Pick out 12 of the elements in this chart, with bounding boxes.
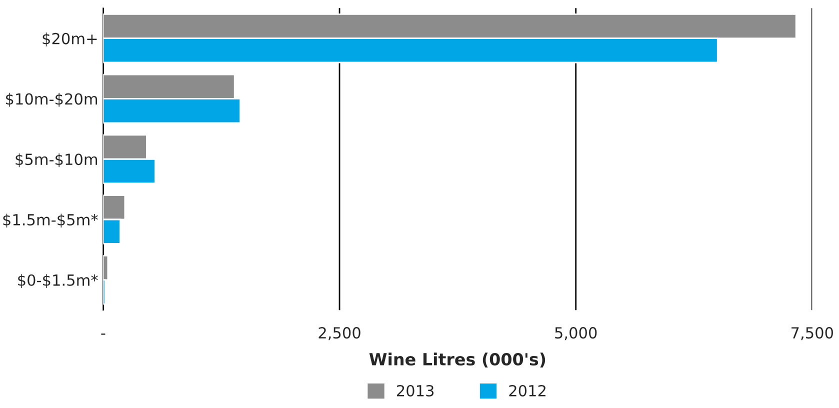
x-axis-title: Wine Litres (000's) [369, 352, 546, 368]
legend-label: 2012 [509, 384, 546, 396]
x-tick-label: - [101, 334, 106, 335]
legend-label: 2013 [396, 384, 434, 396]
x-tick-label: 5,000 [555, 327, 597, 340]
y-tick-label: $5m-$10m [16, 153, 98, 168]
x-tick-label: 7,500 [792, 327, 834, 340]
y-tick-label: $20m+ [42, 32, 97, 46]
x-tick-label: 2,500 [318, 327, 360, 340]
y-tick-label: $0-$1.5m* [18, 274, 98, 288]
y-tick-label: $10m-$20m [6, 92, 98, 107]
y-tick-label: $1.5m-$5m* [3, 214, 98, 228]
